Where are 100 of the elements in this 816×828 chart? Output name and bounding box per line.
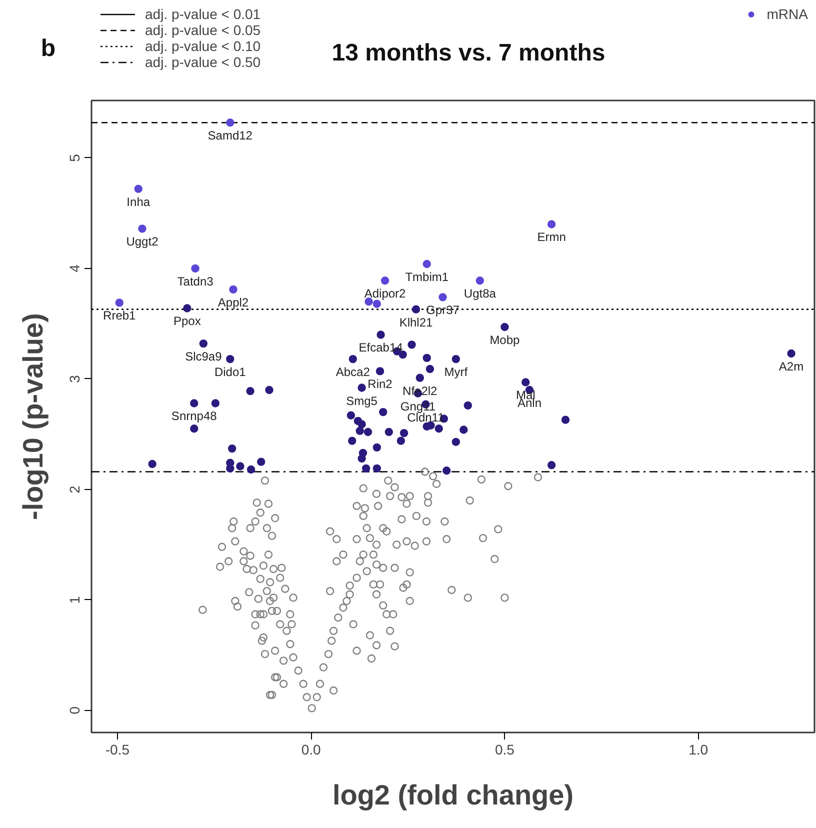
annotation: Uggt2: [126, 234, 159, 249]
y-tick-label: 0: [66, 706, 82, 714]
point: [358, 454, 366, 463]
annotation: Dido1: [214, 365, 246, 380]
point: [547, 220, 556, 228]
text: b: [40, 35, 56, 62]
point: [190, 399, 198, 408]
y-tick-label: 4: [66, 264, 82, 272]
text: adj. p-value < 0.01: [145, 6, 261, 22]
point: [228, 444, 236, 453]
point: [226, 354, 234, 364]
point: [211, 399, 220, 408]
point: [358, 420, 366, 428]
annotation: Adipor2: [364, 286, 406, 301]
point: [257, 458, 266, 466]
point: [384, 428, 394, 436]
annotation: Myrf: [444, 365, 468, 380]
point: [376, 330, 385, 339]
point: [460, 426, 468, 434]
point: [476, 276, 484, 285]
annotation: Rin2: [368, 377, 393, 392]
annotation: Ppox: [173, 314, 201, 328]
legend-label: adj. p-value < 0.05: [145, 22, 261, 38]
x-axis-title: log2 (fold change): [332, 780, 574, 810]
x-tick-label: 1.0: [688, 742, 708, 758]
point: [547, 461, 556, 470]
point: [246, 386, 254, 396]
annotation: A2m: [778, 360, 804, 374]
annotation: Ermn: [537, 230, 566, 244]
legend-label: adj. p-value < 0.50: [145, 54, 261, 70]
point: [396, 436, 406, 445]
point: [400, 428, 408, 438]
annotation: Gpr37: [426, 303, 460, 318]
annotation: Efcab14: [358, 340, 404, 355]
point: [148, 460, 156, 468]
annotation: Tmbim1: [405, 270, 449, 284]
legend-label: mRNA: [766, 6, 808, 22]
point: [408, 340, 416, 349]
point: [434, 424, 443, 433]
point: [134, 184, 142, 193]
annotation: Inha: [126, 194, 150, 209]
point: [412, 305, 420, 314]
annotation: Nfe2l2: [402, 384, 438, 398]
annotation: Abca2: [336, 365, 370, 380]
point: [372, 443, 382, 452]
point: [416, 374, 424, 382]
point: [362, 464, 370, 473]
x-tick-label: 0.5: [494, 742, 515, 758]
annotation: Smg5: [346, 394, 378, 408]
point: [561, 416, 570, 424]
point: [265, 386, 274, 394]
point: [191, 264, 200, 273]
point: [452, 354, 460, 364]
point: [500, 322, 509, 332]
annotation: Mobp: [490, 333, 520, 348]
y-tick-label: 1: [66, 596, 82, 604]
point: [452, 438, 460, 446]
annotation: Gng11: [400, 399, 436, 414]
point: [190, 424, 198, 433]
point: [398, 350, 407, 359]
point: [115, 298, 124, 307]
point: [183, 304, 192, 312]
point: [199, 339, 208, 348]
y-tick-label: 3: [66, 374, 82, 383]
annotation: Ugt8a: [464, 286, 496, 301]
annotation: Tatdn3: [177, 274, 214, 288]
annotation: Slc9a9: [185, 350, 222, 364]
point: [348, 354, 357, 364]
point: [346, 411, 356, 420]
annotation: Klhl21: [399, 315, 434, 330]
point: [348, 436, 356, 445]
point: [372, 464, 382, 473]
point: [226, 118, 234, 127]
point: [380, 276, 390, 285]
annotation: Snrnp48: [171, 409, 218, 424]
point: [787, 349, 796, 358]
point: [376, 367, 384, 376]
annotation: Rreb1: [103, 308, 136, 323]
point: [372, 300, 382, 308]
point: [138, 224, 146, 233]
legend-label: adj. p-value < 0.10: [145, 38, 261, 54]
y-tick-label: 2: [66, 485, 82, 494]
point: [422, 260, 431, 268]
x-tick-label: 0.0: [301, 742, 322, 758]
y-tick-label: 5: [66, 154, 82, 162]
point: [379, 408, 388, 416]
chart-title: 13 months vs. 7 months: [332, 40, 606, 66]
point: [229, 285, 238, 294]
point: [236, 462, 244, 470]
y-axis-title: -log10 (p-value): [18, 313, 48, 520]
point: [364, 428, 372, 436]
x-tick-label: -0.5: [105, 742, 130, 758]
point: [356, 426, 364, 435]
point: [246, 465, 256, 474]
point: [426, 364, 434, 374]
point: [522, 378, 530, 386]
point: [464, 401, 472, 410]
point: [442, 466, 451, 475]
annotation: Appl2: [218, 295, 249, 310]
point: [358, 384, 366, 392]
